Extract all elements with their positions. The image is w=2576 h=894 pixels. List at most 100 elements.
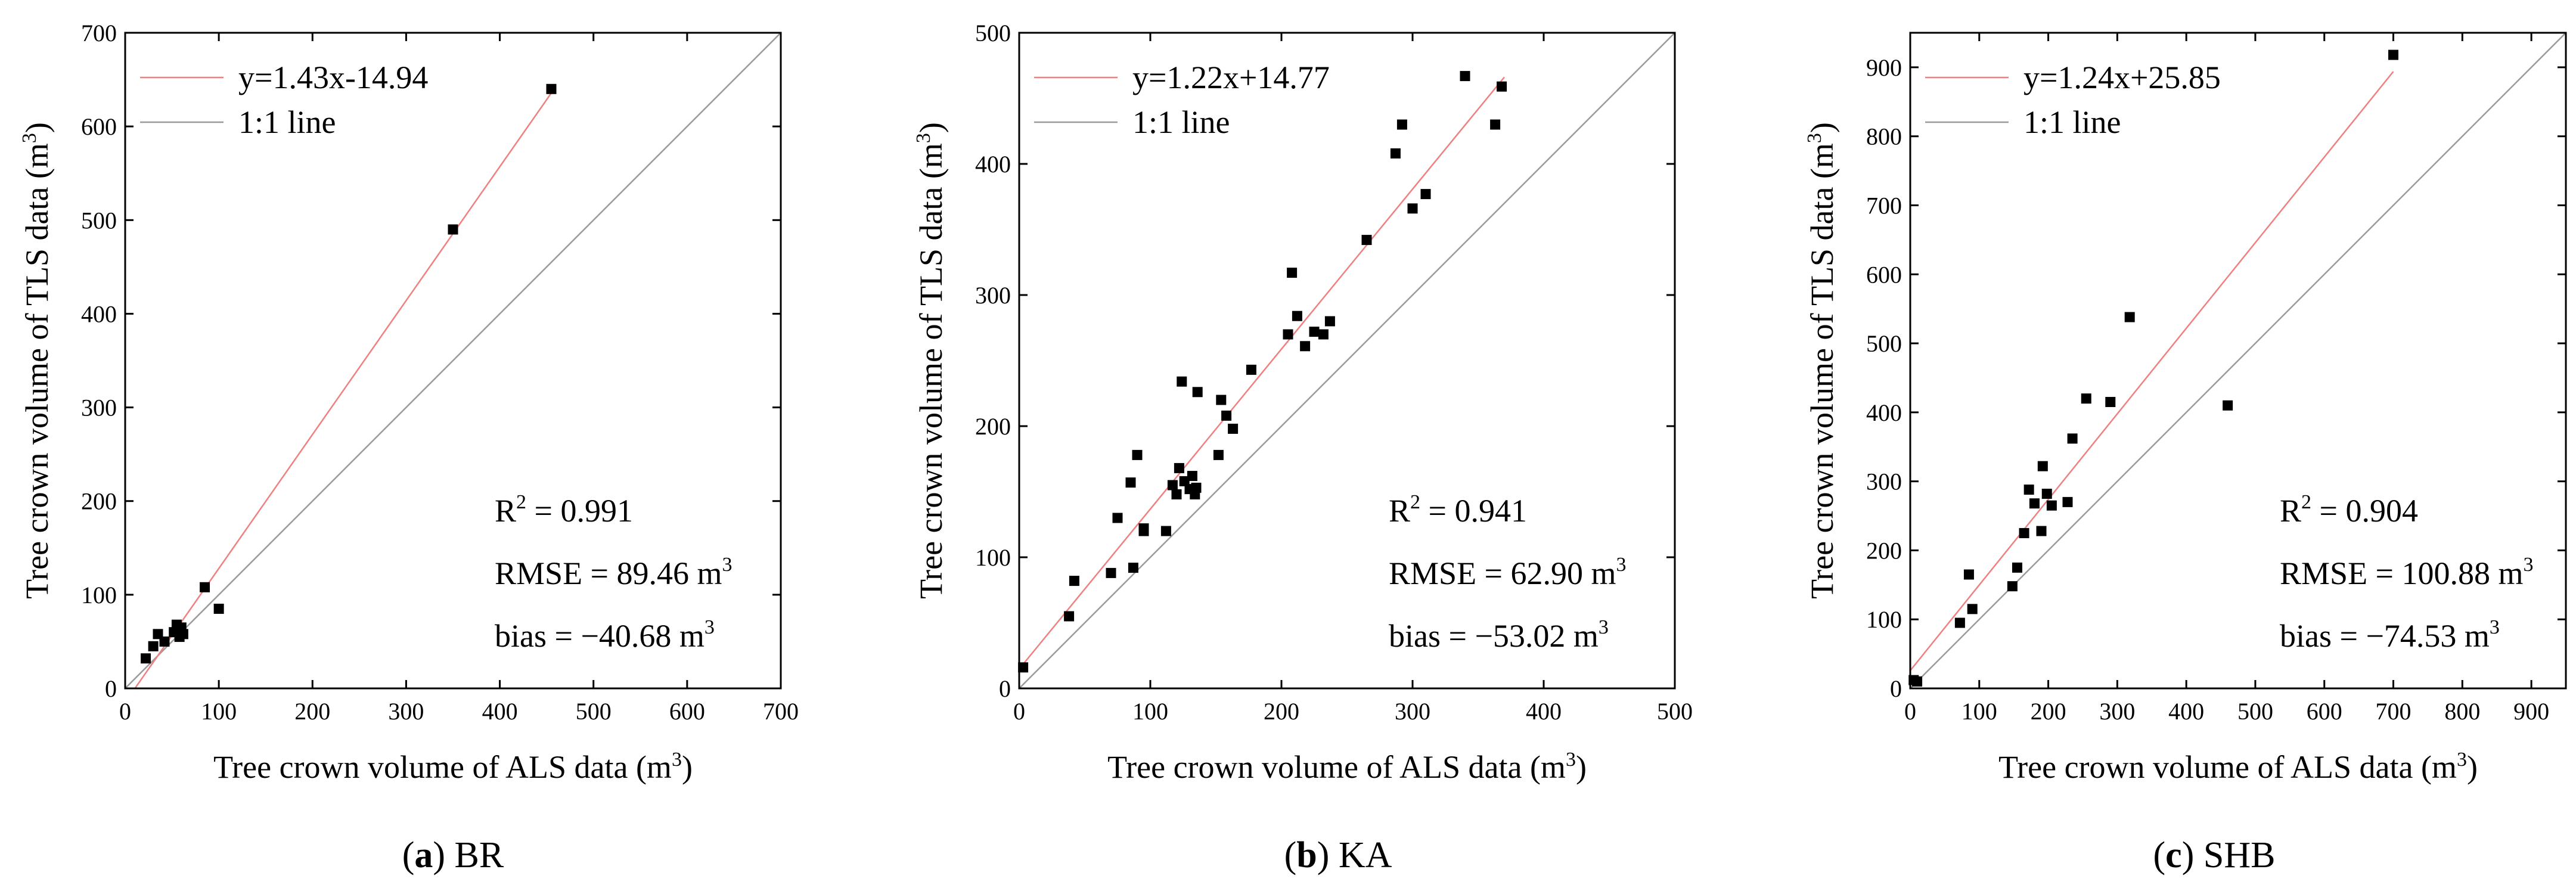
data-point [1912,676,1923,687]
y-tick-label: 300 [81,395,117,421]
x-axis-title-exponent: 3 [1566,749,1576,771]
x-tick-label: 100 [201,698,237,725]
y-axis-title-close: ) [19,122,55,133]
bias-unit-exponent: 3 [704,616,715,638]
y-tick-label: 0 [999,675,1011,702]
y-tick-label: 900 [1866,54,1902,81]
y-tick-label: 400 [975,151,1011,178]
bias-value: bias = −74.53 m [2280,618,2490,654]
x-axis-title-exponent: 3 [672,749,682,771]
y-axis-title-exponent: 3 [1804,133,1826,143]
data-point [1132,449,1143,460]
caption-close-paren: ) [2182,835,2195,876]
scatter-panel-c: 0 100 200 300 400 500 600 700 800 900 0 100 200 300 40… [1804,32,2567,876]
data-point [1177,376,1187,387]
r-squared-symbol: R [1389,493,1410,529]
y-axis-title-text: Tree crown volume of TLS data (m [19,143,55,599]
y-tick-label: 100 [1866,606,1902,633]
caption-site-name: BR [445,835,504,876]
data-point [1490,119,1501,130]
data-point [1128,563,1138,573]
y-axis-title: Tree crown volume of TLS data (m3) [1804,122,1840,599]
x-tick-label: 900 [2513,698,2549,725]
x-tick-label: 100 [1132,698,1168,725]
y-tick-label: 800 [1866,123,1902,150]
data-point [1407,203,1418,214]
legend-fit-label: y=1.24x+25.85 [2023,60,2221,95]
y-tick-label: 700 [81,20,117,46]
panel-caption: (c) SHB [2153,835,2276,876]
data-point [1963,569,1974,580]
y-axis-title: Tree crown volume of TLS data (m3) [913,122,949,599]
y-tick-label: 600 [81,113,117,140]
data-point [1361,235,1372,246]
x-tick-label: 500 [1657,698,1693,725]
r-squared-symbol: R [2280,493,2301,529]
caption-open-paren: ( [1284,835,1297,876]
y-axis-title-text: Tree crown volume of TLS data (m [1804,143,1840,599]
bias-stat: bias = −40.68 m3 [495,616,715,654]
data-point [1138,526,1149,536]
rmse-unit-exponent: 3 [1616,554,1627,576]
data-point [2019,527,2029,538]
caption-close-paren: ) [433,835,445,876]
data-point [1069,576,1079,586]
r-squared-exponent: 2 [1410,491,1420,513]
x-tick-label: 300 [2099,698,2135,725]
x-axis-title: Tree crown volume of ALS data (m3) [1998,749,2478,785]
legend-one-to-one-label: 1:1 line [238,104,336,140]
data-point [2036,526,2047,536]
x-tick-label: 400 [1526,698,1562,725]
data-point [1018,662,1029,673]
y-tick-label: 500 [81,207,117,234]
data-point [2105,396,2116,407]
one-to-one-line [1910,33,2566,688]
data-point [1967,604,1978,614]
legend-one-to-one-label: 1:1 line [2023,104,2121,140]
data-point [2046,500,2057,511]
data-point [1174,462,1184,473]
x-tick-label: 400 [2168,698,2204,725]
data-point [1497,81,1507,92]
panel-caption: (a) BR [402,835,504,876]
x-tick-label: 400 [482,698,518,725]
one-to-one-line [125,33,781,688]
data-point [1283,329,1293,340]
scatter-panel-b: 0 100 200 300 400 500 0 100 200 300 400 500 Tree cro… [913,20,1693,876]
data-point [2223,400,2233,411]
x-axis-title-close: ) [1576,749,1587,785]
rmse-stat: RMSE = 100.88 m3 [2280,554,2534,591]
regression-fit-line [1910,71,2394,671]
plot-frame [1909,32,2567,690]
data-point [1221,410,1232,421]
x-axis-title-text: Tree crown volume of ALS data (m [213,749,672,785]
x-tick-label: 600 [669,698,705,725]
x-tick-label: 500 [576,698,612,725]
data-point [1192,387,1203,398]
r-squared-value: = 0.904 [2311,493,2418,529]
r-squared-stat: R2 = 0.991 [495,491,633,529]
x-tick-label: 0 [1013,698,1025,725]
data-point [448,224,458,235]
y-axis-title-exponent: 3 [18,133,41,143]
data-point [1213,449,1224,460]
x-tick-label: 500 [2237,698,2273,725]
legend-one-to-one-label: 1:1 line [1132,104,1230,140]
data-point [1179,476,1190,486]
x-tick-label: 600 [2307,698,2342,725]
data-point [1460,71,1470,82]
r-squared-symbol: R [495,493,516,529]
rmse-value: RMSE = 100.88 m [2280,555,2524,591]
data-point [1309,327,1320,337]
y-tick-label: 400 [1866,399,1902,426]
bias-value: bias = −40.68 m [495,618,704,654]
y-tick-label: 300 [1866,468,1902,495]
y-axis-title: Tree crown volume of TLS data (m3) [18,122,55,599]
x-axis-title-text: Tree crown volume of ALS data (m [1998,749,2457,785]
legend-fit-label: y=1.43x-14.94 [238,60,428,95]
rmse-stat: RMSE = 62.90 m3 [1389,554,1627,591]
data-point [1160,526,1171,536]
plot-frame [1018,32,1676,690]
regression-fit-line [134,92,553,688]
